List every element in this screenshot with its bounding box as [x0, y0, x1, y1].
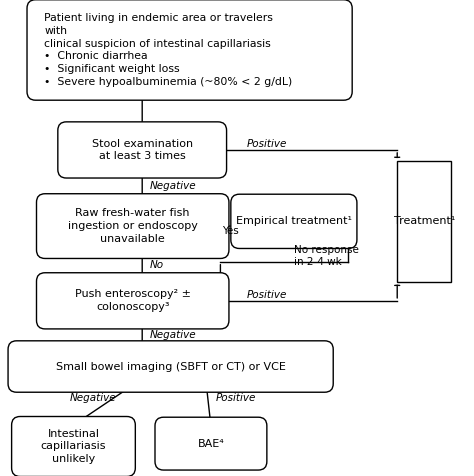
Text: Positive: Positive — [246, 139, 287, 149]
Text: Patient living in endemic area or travelers
with
clinical suspicion of intestina: Patient living in endemic area or travel… — [44, 13, 292, 87]
Text: Negative: Negative — [70, 393, 117, 404]
Text: Treatment¹: Treatment¹ — [393, 216, 455, 227]
Text: Small bowel imaging (SBFT or CT) or VCE: Small bowel imaging (SBFT or CT) or VCE — [56, 361, 285, 372]
Text: Empirical treatment¹: Empirical treatment¹ — [236, 216, 352, 227]
FancyBboxPatch shape — [36, 273, 229, 329]
FancyBboxPatch shape — [8, 341, 333, 392]
Text: BAE⁴: BAE⁴ — [198, 438, 224, 449]
FancyBboxPatch shape — [36, 194, 229, 258]
Text: Push enteroscopy² ±
colonoscopy³: Push enteroscopy² ± colonoscopy³ — [75, 289, 191, 312]
Text: Intestinal
capillariasis
unlikely: Intestinal capillariasis unlikely — [41, 429, 106, 464]
FancyBboxPatch shape — [12, 416, 136, 476]
Text: Positive: Positive — [216, 393, 256, 404]
Text: Raw fresh-water fish
ingestion or endoscopy
unavailable: Raw fresh-water fish ingestion or endosc… — [68, 208, 198, 244]
FancyBboxPatch shape — [27, 0, 352, 100]
Text: Yes: Yes — [222, 226, 238, 237]
FancyBboxPatch shape — [397, 161, 451, 282]
Text: Negative: Negative — [149, 180, 196, 191]
FancyBboxPatch shape — [155, 417, 267, 470]
Text: Stool examination
at least 3 times: Stool examination at least 3 times — [91, 139, 193, 161]
Text: Positive: Positive — [246, 290, 287, 300]
FancyBboxPatch shape — [58, 122, 227, 178]
Text: Negative: Negative — [149, 329, 196, 340]
Text: No response
in 2-4 wk: No response in 2-4 wk — [294, 245, 359, 267]
FancyBboxPatch shape — [231, 194, 357, 248]
Text: No: No — [149, 260, 164, 270]
